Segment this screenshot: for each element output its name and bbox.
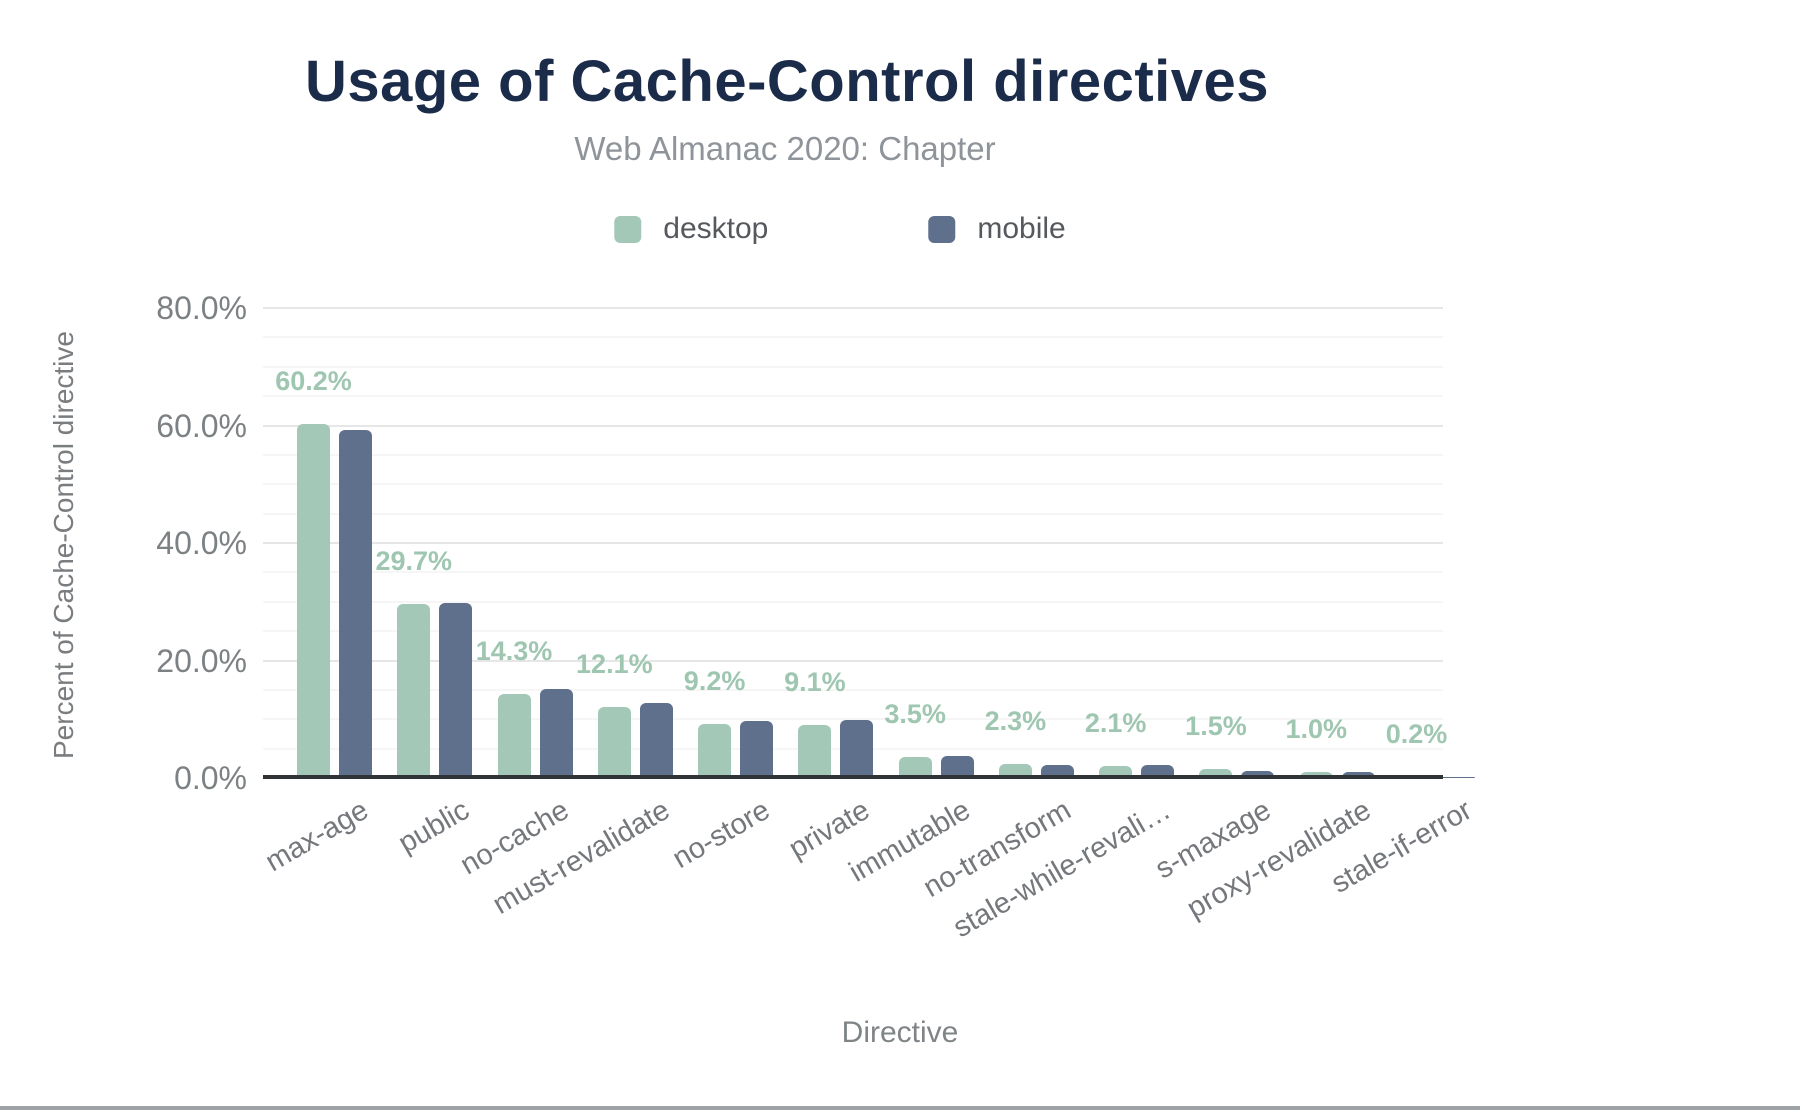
bar-desktop-max-age[interactable]: [297, 424, 330, 778]
chart-subtitle: Web Almanac 2020: Chapter: [574, 130, 996, 167]
bar-desktop-no-transform[interactable]: [998, 764, 1032, 778]
value-label: 12.1%: [576, 648, 653, 679]
gridline-minor: [263, 571, 1443, 574]
value-label: 14.3%: [475, 635, 553, 666]
bar-mobile-must-revalidate[interactable]: [639, 703, 673, 778]
value-label: 1.0%: [1285, 714, 1347, 745]
y-tick-label: 40.0%: [156, 525, 247, 561]
gridline-minor: [263, 395, 1443, 398]
legend-item-desktop[interactable]: desktop: [614, 212, 768, 246]
bar-mobile-public[interactable]: [439, 603, 473, 778]
gridline-minor: [263, 365, 1443, 368]
gridline-major: [263, 307, 1443, 309]
value-label: 2.3%: [984, 706, 1047, 737]
bar-mobile-stale-while-revali-[interactable]: [1141, 765, 1175, 778]
bar-mobile-no-transform[interactable]: [1040, 765, 1074, 778]
gridline-minor: [263, 512, 1443, 515]
legend-item-mobile[interactable]: mobile: [928, 212, 1066, 246]
gridline-minor: [263, 336, 1443, 339]
legend-label-mobile: mobile: [977, 212, 1066, 245]
bar-mobile-no-cache[interactable]: [539, 689, 573, 778]
y-tick-label: 60.0%: [156, 407, 247, 444]
x-tick-label: max-age: [260, 794, 374, 879]
bottom-divider: [0, 1106, 1800, 1110]
value-label: 9.1%: [784, 666, 846, 697]
bar-mobile-stale-if-error[interactable]: [1442, 777, 1475, 778]
x-axis-title: Directive: [841, 1016, 959, 1049]
value-label: 29.7%: [375, 545, 453, 576]
bar-desktop-no-cache[interactable]: [497, 694, 531, 778]
chart-title: Usage of Cache-Control directives: [304, 49, 1270, 114]
value-label: 0.2%: [1385, 718, 1448, 749]
gridline-minor: [263, 600, 1443, 603]
gridline-minor: [263, 630, 1443, 633]
legend-swatch-desktop: [614, 215, 642, 243]
bar-desktop-immutable[interactable]: [898, 757, 932, 778]
y-tick-label: 80.0%: [156, 290, 247, 326]
y-tick-label: 0.0%: [174, 760, 247, 796]
gridline-major: [263, 542, 1443, 544]
gridline-major: [263, 424, 1443, 427]
legend-swatch-mobile: [928, 215, 956, 243]
bar-mobile-private[interactable]: [840, 720, 874, 778]
value-label: 3.5%: [884, 699, 946, 730]
bar-desktop-must-revalidate[interactable]: [597, 707, 631, 778]
value-label: 9.2%: [683, 665, 746, 696]
value-label: 1.5%: [1185, 711, 1247, 742]
x-tick-label: no-store: [666, 794, 776, 875]
bar-desktop-s-maxage[interactable]: [1199, 769, 1233, 778]
bar-mobile-max-age[interactable]: [339, 430, 372, 778]
gridline-minor: [263, 718, 1443, 721]
y-tick-label: 20.0%: [156, 642, 247, 679]
bar-mobile-immutable[interactable]: [940, 756, 974, 778]
gridline-minor: [263, 483, 1443, 486]
value-label: 2.1%: [1084, 707, 1147, 738]
bar-desktop-private[interactable]: [798, 725, 832, 778]
x-axis-line: [263, 775, 1443, 779]
legend: desktop mobile: [614, 212, 1066, 246]
gridline-major: [263, 659, 1443, 662]
gridline-minor: [263, 453, 1443, 456]
value-label: 60.2%: [275, 366, 352, 397]
bar-mobile-no-store[interactable]: [740, 721, 774, 778]
legend-label-desktop: desktop: [663, 212, 769, 245]
bar-mobile-s-maxage[interactable]: [1241, 771, 1275, 778]
bar-desktop-no-store[interactable]: [698, 724, 732, 778]
x-tick-label: must-revalidate: [487, 794, 675, 921]
gridline-minor: [263, 688, 1443, 691]
bar-desktop-public[interactable]: [397, 604, 431, 778]
